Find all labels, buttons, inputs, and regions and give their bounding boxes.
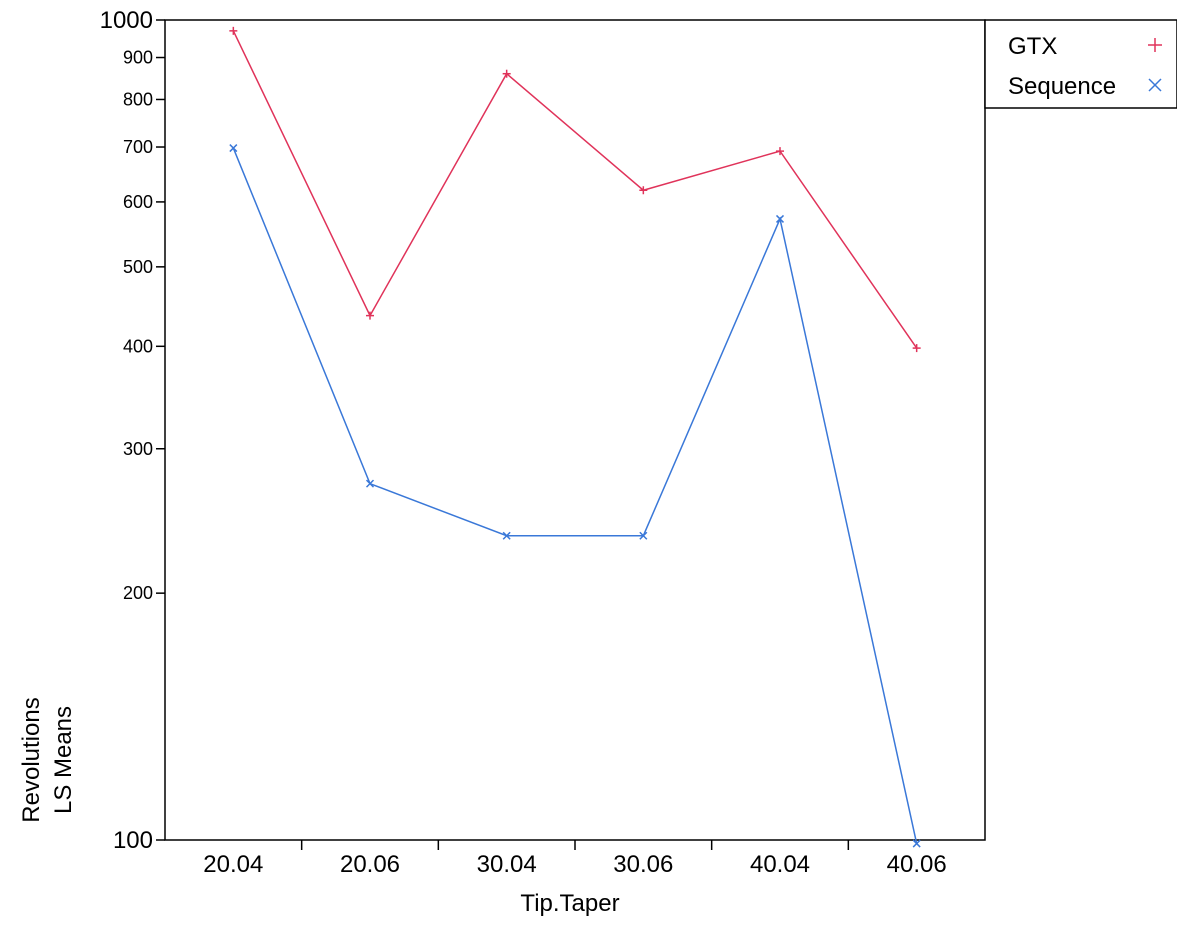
y-axis-title-line-2: LS Means xyxy=(50,706,77,814)
legend-label-gtx: GTX xyxy=(1008,33,1057,60)
y-tick-label: 500 xyxy=(123,257,153,277)
data-point-gtx xyxy=(366,311,374,320)
y-tick-label: 100 xyxy=(113,827,153,854)
x-tick-label: 40.04 xyxy=(750,851,810,878)
legend-marker-gtx xyxy=(1148,38,1162,52)
data-point-sequence xyxy=(639,531,648,540)
y-tick-label: 300 xyxy=(123,439,153,459)
data-point-sequence xyxy=(502,531,511,540)
data-point-sequence xyxy=(229,144,238,153)
legend-marker-sequence xyxy=(1148,78,1162,92)
y-tick-label: 900 xyxy=(123,48,153,68)
plot-area xyxy=(164,19,986,841)
series-sequence xyxy=(229,144,921,848)
data-point-gtx xyxy=(502,69,511,78)
data-point-sequence xyxy=(775,214,785,223)
series-line-sequence xyxy=(232,147,918,844)
legend-box xyxy=(984,19,1177,109)
x-tick-label: 30.06 xyxy=(613,851,673,878)
data-point-gtx xyxy=(776,147,784,156)
x-tick-label: 20.04 xyxy=(203,851,263,878)
x-axis-title: Tip.Taper xyxy=(520,890,619,917)
y-tick-label: 600 xyxy=(123,192,153,212)
data-point-gtx xyxy=(229,26,238,35)
y-tick-label: 700 xyxy=(123,137,153,157)
data-point-sequence xyxy=(365,479,375,488)
series-layer xyxy=(229,26,921,848)
y-tick-label: 200 xyxy=(123,583,153,603)
y-tick-label: 1000 xyxy=(100,7,153,34)
series-gtx xyxy=(229,26,921,353)
y-axis: 100 200 300 400 500 600 700 800 900 1000 xyxy=(100,7,165,854)
y-tick-label: 400 xyxy=(123,336,153,356)
x-axis: 20.04 20.06 30.04 30.06 40.04 40.06 xyxy=(203,840,947,878)
data-point-gtx xyxy=(639,186,648,195)
legend: GTX Sequence xyxy=(984,19,1177,109)
x-tick-label: 30.04 xyxy=(477,851,537,878)
x-tick-label: 20.06 xyxy=(340,851,400,878)
y-tick-label: 800 xyxy=(123,89,153,109)
y-axis-title-line-1: Revolutions xyxy=(18,697,45,822)
data-point-gtx xyxy=(912,344,921,353)
series-line-gtx xyxy=(232,30,918,349)
data-point-sequence xyxy=(912,839,921,848)
plot-border xyxy=(164,19,986,841)
x-tick-label: 40.06 xyxy=(887,851,947,878)
legend-label-sequence: Sequence xyxy=(1008,73,1116,100)
